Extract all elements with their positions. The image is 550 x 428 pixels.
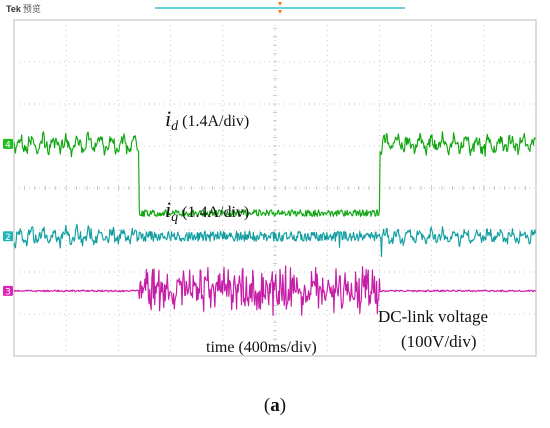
scope-brand: Tek 预览 bbox=[6, 2, 41, 15]
channel-markers: 4 2 3 bbox=[3, 138, 13, 297]
channel-marker-2: 2 bbox=[3, 231, 13, 243]
trigger-position-icon bbox=[278, 2, 282, 6]
time-axis-label: time (400ms/div) bbox=[206, 339, 317, 356]
channel-marker-box bbox=[3, 138, 13, 149]
id-subscript: d bbox=[171, 119, 179, 134]
id-scale: (1.4A/div) bbox=[182, 113, 250, 130]
dc-link-label: DC-link voltage bbox=[378, 307, 489, 326]
trigger-bar bbox=[155, 2, 405, 14]
trigger-marker-icon bbox=[278, 10, 282, 14]
graticule-grid bbox=[13, 19, 537, 357]
trace-channel-4 bbox=[13, 131, 537, 218]
iq-annotation: iq (1.4A/div) bbox=[165, 197, 250, 225]
trace-shadow-channel-3 bbox=[13, 265, 536, 316]
channel-marker-text: 4 bbox=[5, 140, 11, 150]
caption-letter: a bbox=[270, 395, 280, 416]
iq-symbol: i bbox=[165, 197, 172, 222]
trace-shadow-channel-2 bbox=[13, 224, 536, 257]
iq-scale: (1.4A/div) bbox=[182, 204, 250, 221]
caption-open: ( bbox=[263, 395, 271, 416]
channel-marker-4: 4 bbox=[3, 138, 13, 150]
channel-marker-box bbox=[3, 285, 13, 296]
id-annotation: id (1.4A/div) bbox=[165, 106, 250, 134]
waveform-traces bbox=[13, 130, 537, 316]
caption-close: ) bbox=[279, 395, 287, 416]
figure-caption: (a) bbox=[0, 395, 550, 417]
brand-label: Tek bbox=[6, 4, 21, 14]
id-symbol: i bbox=[165, 106, 172, 131]
acquisition-status: 预览 bbox=[22, 4, 41, 14]
iq-subscript: q bbox=[171, 210, 179, 225]
channel-marker-text: 2 bbox=[5, 233, 11, 243]
channel-marker-box bbox=[3, 231, 13, 242]
channel-marker-text: 3 bbox=[5, 287, 11, 297]
trace-shadow-channel-4 bbox=[13, 130, 536, 218]
dc-link-scale: (100V/div) bbox=[401, 332, 477, 351]
channel-marker-3: 3 bbox=[3, 285, 13, 297]
